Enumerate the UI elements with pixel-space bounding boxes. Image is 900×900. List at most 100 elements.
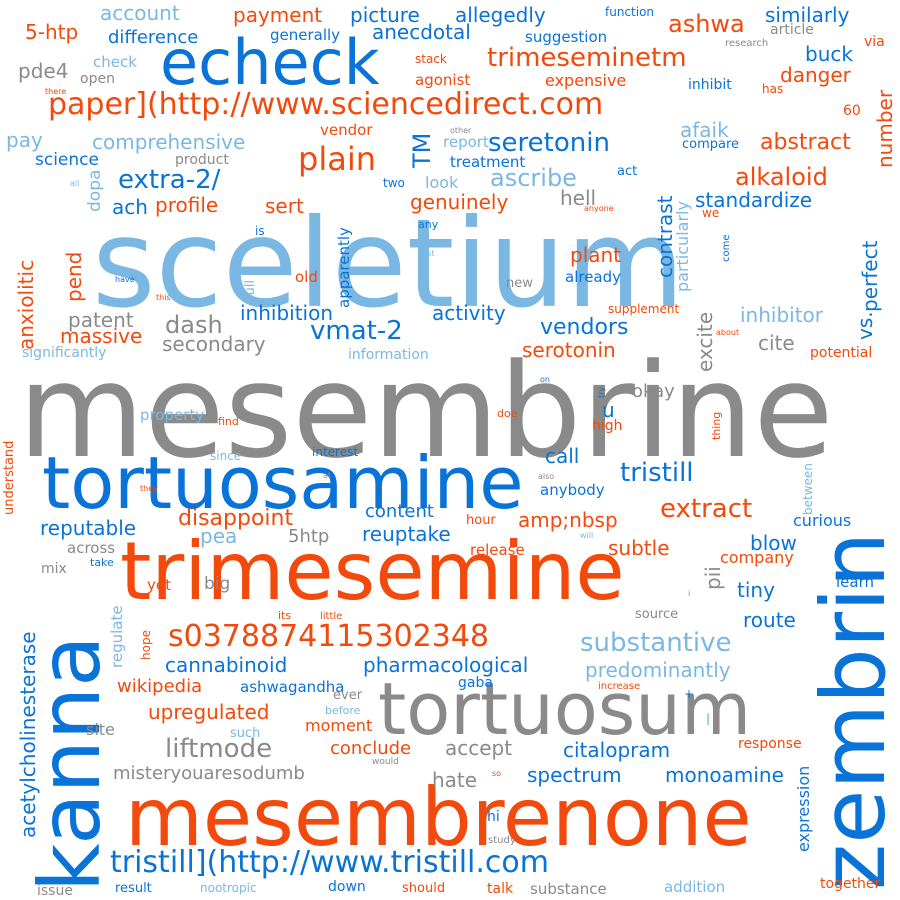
word-hope: hope — [139, 630, 153, 660]
word-hour: hour — [466, 513, 496, 528]
word-on: on — [540, 375, 550, 384]
word-vendors: vendors — [540, 315, 629, 340]
word-substantive: substantive — [580, 628, 732, 658]
word-dopa: dopa — [85, 169, 105, 212]
word-all: all — [70, 179, 80, 188]
word-tm: TM — [408, 132, 436, 168]
word-old: old — [295, 268, 318, 286]
word-between: between — [801, 463, 815, 515]
word-open: open — [80, 71, 115, 87]
word-company: company — [720, 548, 794, 567]
word-inhibitor: inhibitor — [740, 303, 824, 327]
word-ashwa: ashwa — [668, 10, 745, 38]
word-site: site — [86, 720, 115, 739]
word-have: have — [115, 275, 135, 284]
word-pay: pay — [6, 128, 43, 152]
word-inhibit: inhibit — [688, 77, 732, 93]
word-anecdotal: anecdotal — [372, 20, 471, 44]
word-seretonin: seretonin — [488, 128, 610, 158]
word-together: together — [820, 876, 881, 892]
word-understand: understand — [2, 440, 17, 515]
word-paper-link: paper](http://www.sciencedirect.com — [48, 87, 604, 122]
word-blow: blow — [750, 531, 797, 555]
word-account: account — [100, 1, 180, 25]
word-l: l — [706, 711, 711, 729]
word-research: research — [725, 38, 769, 49]
word-hell: hell — [560, 186, 597, 210]
word-perfect: perfect — [858, 240, 882, 312]
word-anxiolitic: anxiolitic — [14, 259, 38, 350]
word-would: would — [372, 757, 399, 767]
word-difference: difference — [108, 27, 199, 48]
word-potential: potential — [810, 345, 873, 361]
word-learn: learn — [836, 573, 874, 591]
word-buck: buck — [805, 42, 853, 66]
word-expression: expression — [794, 765, 813, 852]
word-upregulated: upregulated — [148, 700, 270, 724]
word-monoamine: monoamine — [665, 763, 784, 787]
word-profile: profile — [155, 193, 219, 217]
word-predominantly: predominantly — [585, 658, 731, 682]
word-hate: hate — [432, 768, 478, 792]
word-doe: doe — [497, 407, 518, 420]
word-look: look — [425, 173, 459, 192]
word-5htp: 5htp — [288, 526, 330, 547]
word-tiny: tiny — [737, 578, 775, 602]
word-accept: accept — [445, 736, 513, 760]
word-afaik: afaik — [680, 118, 729, 142]
word-secondary: secondary — [162, 332, 266, 356]
word-will: will — [580, 531, 594, 540]
word-supplement: supplement — [608, 302, 680, 316]
word-significantly: significantly — [22, 345, 107, 361]
word-acetylcholinesterase: acetylcholinesterase — [16, 631, 40, 838]
word-call: call — [545, 444, 580, 468]
word-big: big — [204, 574, 231, 594]
word-serotonin: serotonin — [522, 338, 616, 362]
word-across: across — [67, 539, 116, 557]
word-mesembrine: mesembrine — [18, 335, 834, 487]
word-function: function — [605, 5, 655, 19]
word-conclude: conclude — [330, 738, 412, 759]
word-information: information — [348, 347, 429, 363]
word-about: about — [716, 328, 740, 337]
word-like: like — [805, 445, 819, 454]
word-substance: substance — [530, 880, 607, 898]
word-plus: + — [684, 687, 695, 701]
word-dash: dash — [165, 311, 223, 339]
word-extract: extract — [660, 494, 753, 524]
word-particularly: particularly — [673, 201, 692, 292]
word-pend: pend — [62, 251, 86, 302]
word-s037887411530234: s037887411530234​8 — [168, 619, 490, 654]
word-thing: thing — [710, 411, 723, 440]
word-expensive: expensive — [545, 71, 627, 90]
word-mesembrenone: mesembrenone — [125, 771, 752, 864]
word-pharmacological: pharmacological — [363, 653, 529, 677]
word-misteryouaresodumb: misteryouaresodumb — [113, 763, 305, 784]
word-down: down — [328, 879, 366, 895]
word-there: there — [45, 87, 67, 96]
word-agonist: agonist — [415, 71, 471, 89]
word-inhibition: inhibition — [240, 301, 334, 325]
word-is: is — [255, 224, 265, 238]
word-generally: generally — [270, 26, 341, 44]
word-extra-2: extra-2/ — [118, 165, 221, 195]
word-talk: talk — [487, 881, 514, 897]
word-check: check — [93, 53, 137, 71]
word-has: has — [762, 82, 784, 96]
word-cite: cite — [758, 331, 795, 355]
word-yet: yet — [147, 576, 171, 594]
word-source: source — [635, 607, 679, 622]
word-two: two — [383, 176, 405, 190]
word-new: new — [506, 276, 533, 291]
word-product: product — [175, 152, 229, 168]
word-high: high — [592, 418, 623, 434]
word-science: science — [35, 150, 99, 170]
word-study: study — [488, 835, 516, 846]
word-should: should — [402, 881, 446, 896]
word-spectrum: spectrum — [527, 763, 622, 787]
word-genuinely: genuinely — [410, 190, 509, 214]
word-interest: interest — [312, 445, 359, 459]
word-60: 60 — [843, 103, 861, 119]
word-ascribe: ascribe — [490, 164, 577, 192]
word-we: we — [702, 206, 720, 220]
